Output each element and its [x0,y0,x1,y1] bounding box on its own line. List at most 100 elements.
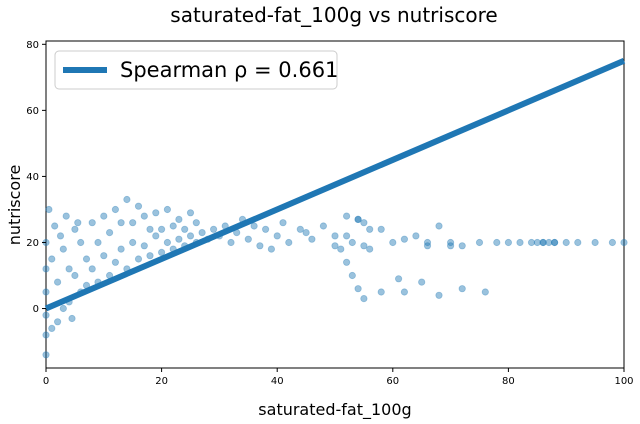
scatter-point [348,271,356,280]
scatter-point [493,238,501,247]
x-axis-ticks: 0 20 40 60 80 100 [43,368,634,387]
scatter-point [100,212,108,220]
scatter-point [342,212,351,220]
scatter-point [42,311,50,319]
scatter-point [53,318,62,326]
scatter-point [71,225,79,233]
scatter-point [400,235,408,243]
scatter-point [539,238,547,247]
series-line [44,58,626,312]
scatter-point [354,215,362,223]
y-tick-label: 80 [26,40,39,51]
scatter-point [42,288,50,296]
scatter-point [273,232,281,240]
scatter-point [51,222,59,230]
scatter-point [56,232,65,240]
scatter-point [377,225,385,233]
scatter-point [256,242,264,250]
scatter-point [418,278,426,286]
scatter-point [360,219,368,227]
x-tick-label: 100 [614,376,633,387]
scatter-point [389,238,397,247]
scatter-point [146,252,154,260]
scatter-point [458,285,466,293]
y-axis-ticks: 0 20 40 60 80 [26,40,46,315]
scatter-point [152,209,160,217]
scatter-point [267,245,275,253]
scatter-point [45,205,53,214]
scatter-point [620,238,628,247]
scatter-point [481,288,489,296]
scatter-point [134,255,143,263]
scatter-point [42,265,50,273]
scatter-point [302,229,310,237]
scatter-point [198,229,206,237]
scatter-point [68,314,76,323]
scatter-point [446,242,455,250]
scatter-point [412,232,420,240]
scatter-point [475,238,484,247]
scatter-point [250,222,258,230]
scatter-point [285,238,293,247]
scatter-point [88,219,96,227]
scatter-point [348,238,356,247]
scatter-point [360,294,368,303]
scatter-point [163,205,171,214]
scatter-point [42,331,50,339]
scatter-point [516,238,524,247]
scatter-point [539,238,547,247]
scatter-point [435,291,443,299]
scatter-point [337,245,345,253]
scatter-point [152,232,160,240]
scatter-point [227,238,235,247]
scatter-point [140,242,148,250]
legend: Spearman ρ = 0.661 [54,50,338,90]
scatter-point [458,242,466,250]
scatter-point [423,242,432,250]
scatter-point [527,238,536,247]
scatter-point [117,245,125,253]
legend-box [54,50,338,90]
scatter-point [360,242,368,250]
scatter-point [354,285,362,293]
scatter-point [134,202,143,210]
scatter-point [181,225,189,233]
legend-label: Spearman ρ = 0.661 [120,58,338,82]
scatter-point [366,225,374,233]
scatter-point [62,212,70,220]
scatter-point [158,225,166,233]
scatter-point [163,238,171,247]
scatter-point [342,232,351,240]
scatter-point [186,232,195,240]
scatter-point [261,225,270,233]
scatter-point [82,255,91,263]
scatter-point [59,304,67,313]
scatter-point [100,252,108,260]
scatter-point [377,288,385,296]
scatter-point [591,238,599,247]
scatter-point [545,238,553,247]
scatter-point [71,271,79,280]
scatter-point [354,215,362,223]
scatter-point [74,219,82,227]
scatter-point [550,238,559,247]
line-layer [44,58,626,312]
scatter-point [533,238,541,247]
scatter-point [342,258,351,266]
plot-frame [45,40,625,369]
scatter-point [129,219,137,227]
scatter-point [550,238,559,247]
x-tick-label: 20 [155,376,168,387]
scatter-point [65,265,73,273]
scatter-point [279,219,287,227]
scatter-point [59,245,67,253]
scatter-point [574,238,582,247]
scatter-point [331,232,339,240]
scatter-point [366,245,374,253]
scatter-point [331,242,339,250]
scatter-point [111,205,120,214]
y-tick-label: 40 [26,172,39,183]
scatter-point [77,238,85,247]
